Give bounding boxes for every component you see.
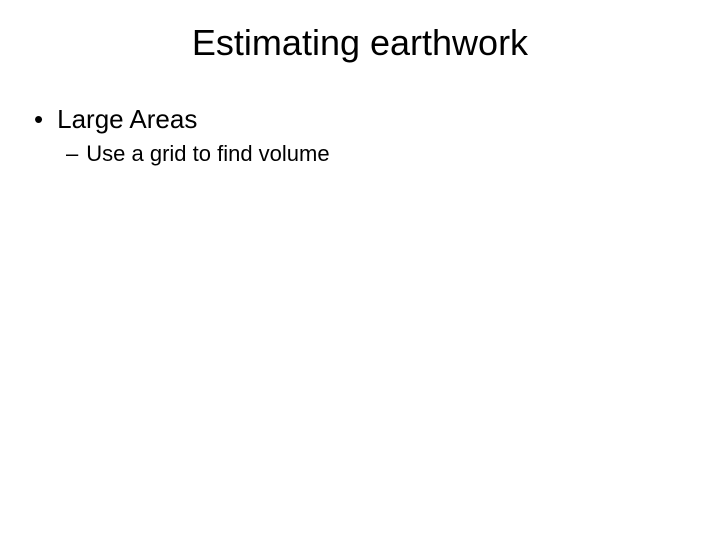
slide-container: Estimating earthwork • Large Areas – Use… bbox=[0, 0, 720, 540]
bullet-glyph: • bbox=[34, 104, 43, 135]
bullet-item-level-2: – Use a grid to find volume bbox=[66, 141, 330, 167]
bullet-text-level-1: Large Areas bbox=[57, 104, 197, 135]
slide-body: • Large Areas – Use a grid to find volum… bbox=[34, 104, 330, 167]
slide-title: Estimating earthwork bbox=[0, 22, 720, 64]
dash-glyph: – bbox=[66, 141, 78, 167]
bullet-item-level-1: • Large Areas bbox=[34, 104, 330, 135]
bullet-text-level-2: Use a grid to find volume bbox=[86, 141, 329, 167]
